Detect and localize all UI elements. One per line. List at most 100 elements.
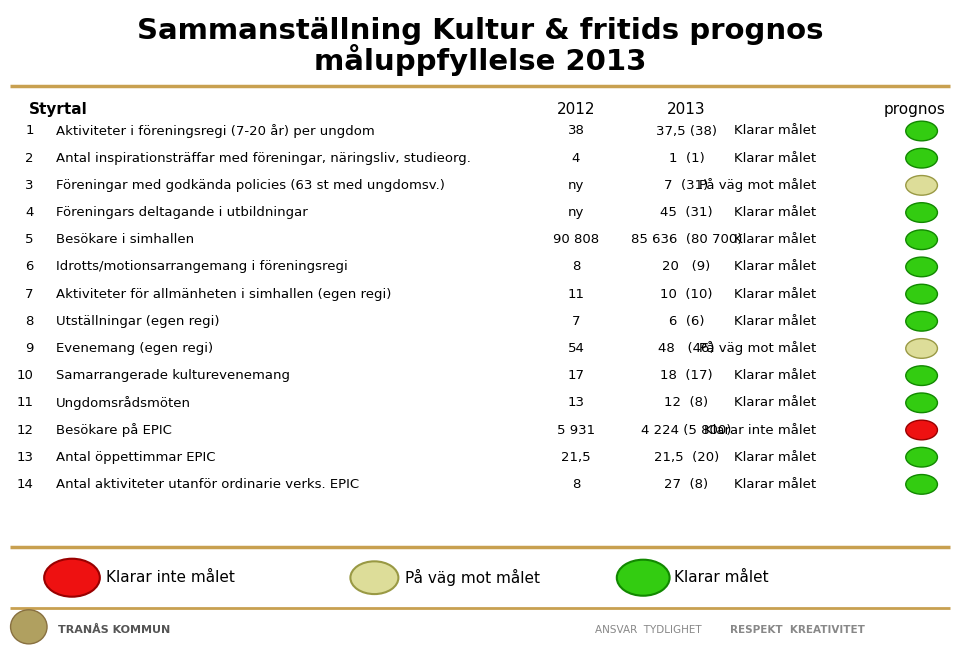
Ellipse shape <box>905 312 937 331</box>
Text: Utställningar (egen regi): Utställningar (egen regi) <box>56 315 219 328</box>
Text: 4: 4 <box>25 206 34 219</box>
Text: Aktiviteter i föreningsregi (7-20 år) per ungdom: Aktiviteter i föreningsregi (7-20 år) pe… <box>56 124 374 138</box>
Text: Klarar målet: Klarar målet <box>733 451 816 464</box>
Text: 1: 1 <box>25 124 34 138</box>
Text: 9: 9 <box>25 342 34 355</box>
Text: Klarar målet: Klarar målet <box>733 261 816 273</box>
Ellipse shape <box>905 284 937 304</box>
Text: Evenemang (egen regi): Evenemang (egen regi) <box>56 342 213 355</box>
Text: Klarar målet: Klarar målet <box>733 152 816 164</box>
Text: Föreningars deltagande i utbildningar: Föreningars deltagande i utbildningar <box>56 206 307 219</box>
Text: 12  (8): 12 (8) <box>664 396 708 409</box>
Text: 7  (31): 7 (31) <box>664 179 708 192</box>
Text: 11: 11 <box>567 288 585 301</box>
Text: Klarar målet: Klarar målet <box>733 288 816 301</box>
Text: Idrotts/motionsarrangemang i föreningsregi: Idrotts/motionsarrangemang i föreningsre… <box>56 261 348 273</box>
Text: Klarar målet: Klarar målet <box>733 315 816 328</box>
Text: RESPEKT  KREATIVITET: RESPEKT KREATIVITET <box>730 625 864 635</box>
Text: 10: 10 <box>16 369 34 382</box>
Text: 17: 17 <box>567 369 585 382</box>
Text: Styrtal: Styrtal <box>29 102 87 117</box>
Text: Besökare i simhallen: Besökare i simhallen <box>56 233 194 246</box>
Text: 21,5  (20): 21,5 (20) <box>654 451 719 464</box>
Ellipse shape <box>11 610 47 644</box>
Text: 54: 54 <box>567 342 585 355</box>
Text: Ungdomsrådsmöten: Ungdomsrådsmöten <box>56 396 191 410</box>
Text: Klarar inte målet: Klarar inte målet <box>106 571 234 585</box>
Ellipse shape <box>617 559 670 596</box>
Text: Antal inspirationsträffar med föreningar, näringsliv, studieorg.: Antal inspirationsträffar med föreningar… <box>56 152 470 164</box>
Text: Föreningar med godkända policies (63 st med ungdomsv.): Föreningar med godkända policies (63 st … <box>56 179 444 192</box>
Text: 11: 11 <box>16 396 34 409</box>
Ellipse shape <box>350 561 398 594</box>
Text: prognos: prognos <box>884 102 946 117</box>
Text: Klarar målet: Klarar målet <box>733 233 816 246</box>
Text: 7: 7 <box>25 288 34 301</box>
Text: 3: 3 <box>25 179 34 192</box>
Text: 27  (8): 27 (8) <box>664 478 708 491</box>
Text: 10  (10): 10 (10) <box>660 288 712 301</box>
Text: 13: 13 <box>567 396 585 409</box>
Ellipse shape <box>905 203 937 223</box>
Text: Klarar målet: Klarar målet <box>674 571 769 585</box>
Text: Klarar målet: Klarar målet <box>733 369 816 382</box>
Text: Klarar målet: Klarar målet <box>733 478 816 491</box>
Text: Antal aktiviteter utanför ordinarie verks. EPIC: Antal aktiviteter utanför ordinarie verk… <box>56 478 359 491</box>
Text: 90 808: 90 808 <box>553 233 599 246</box>
Ellipse shape <box>905 176 937 195</box>
Text: 18  (17): 18 (17) <box>660 369 712 382</box>
Text: Klarar målet: Klarar målet <box>733 124 816 138</box>
Text: TRANÅS KOMMUN: TRANÅS KOMMUN <box>58 625 170 635</box>
Ellipse shape <box>905 257 937 276</box>
Text: Besökare på EPIC: Besökare på EPIC <box>56 423 172 437</box>
Text: 38: 38 <box>567 124 585 138</box>
Ellipse shape <box>905 230 937 250</box>
Text: 5: 5 <box>25 233 34 246</box>
Text: 85 636  (80 700): 85 636 (80 700) <box>631 233 742 246</box>
Text: 2013: 2013 <box>667 102 706 117</box>
Text: Sammanställning Kultur & fritids prognos: Sammanställning Kultur & fritids prognos <box>136 18 824 45</box>
Text: 2012: 2012 <box>557 102 595 117</box>
Ellipse shape <box>905 365 937 385</box>
Ellipse shape <box>905 339 937 358</box>
Text: ny: ny <box>567 179 585 192</box>
Text: 21,5: 21,5 <box>562 451 590 464</box>
Text: 37,5 (38): 37,5 (38) <box>656 124 717 138</box>
Text: 8: 8 <box>25 315 34 328</box>
Text: 7: 7 <box>572 315 580 328</box>
Text: På väg mot målet: På väg mot målet <box>699 341 816 356</box>
Text: På väg mot målet: På väg mot målet <box>405 569 540 586</box>
Text: 8: 8 <box>572 478 580 491</box>
Ellipse shape <box>905 447 937 467</box>
Text: 5 931: 5 931 <box>557 424 595 436</box>
Ellipse shape <box>905 148 937 168</box>
Text: måluppfyllelse 2013: måluppfyllelse 2013 <box>314 45 646 76</box>
Text: 14: 14 <box>16 478 34 491</box>
Text: På väg mot målet: På väg mot målet <box>699 178 816 193</box>
Text: 48   (46): 48 (46) <box>659 342 714 355</box>
Text: 6  (6): 6 (6) <box>669 315 704 328</box>
Text: 20   (9): 20 (9) <box>662 261 710 273</box>
Text: 1  (1): 1 (1) <box>668 152 705 164</box>
Text: 4: 4 <box>572 152 580 164</box>
Text: Klarar inte målet: Klarar inte målet <box>704 424 816 436</box>
Text: ANSVAR  TYDLIGHET: ANSVAR TYDLIGHET <box>595 625 708 635</box>
Text: Klarar målet: Klarar målet <box>733 396 816 409</box>
Ellipse shape <box>905 421 937 440</box>
Text: 12: 12 <box>16 424 34 436</box>
Text: Antal öppettimmar EPIC: Antal öppettimmar EPIC <box>56 451 215 464</box>
Text: ny: ny <box>567 206 585 219</box>
Text: 13: 13 <box>16 451 34 464</box>
Text: Samarrangerade kulturevenemang: Samarrangerade kulturevenemang <box>56 369 290 382</box>
Text: 8: 8 <box>572 261 580 273</box>
Text: Aktiviteter för allmänheten i simhallen (egen regi): Aktiviteter för allmänheten i simhallen … <box>56 288 391 301</box>
Text: 2: 2 <box>25 152 34 164</box>
Ellipse shape <box>905 121 937 141</box>
Ellipse shape <box>905 474 937 494</box>
Ellipse shape <box>905 393 937 413</box>
Text: 6: 6 <box>25 261 34 273</box>
Ellipse shape <box>44 559 100 597</box>
Text: Klarar målet: Klarar målet <box>733 206 816 219</box>
Text: 4 224 (5 800): 4 224 (5 800) <box>641 424 732 436</box>
Text: 45  (31): 45 (31) <box>660 206 712 219</box>
